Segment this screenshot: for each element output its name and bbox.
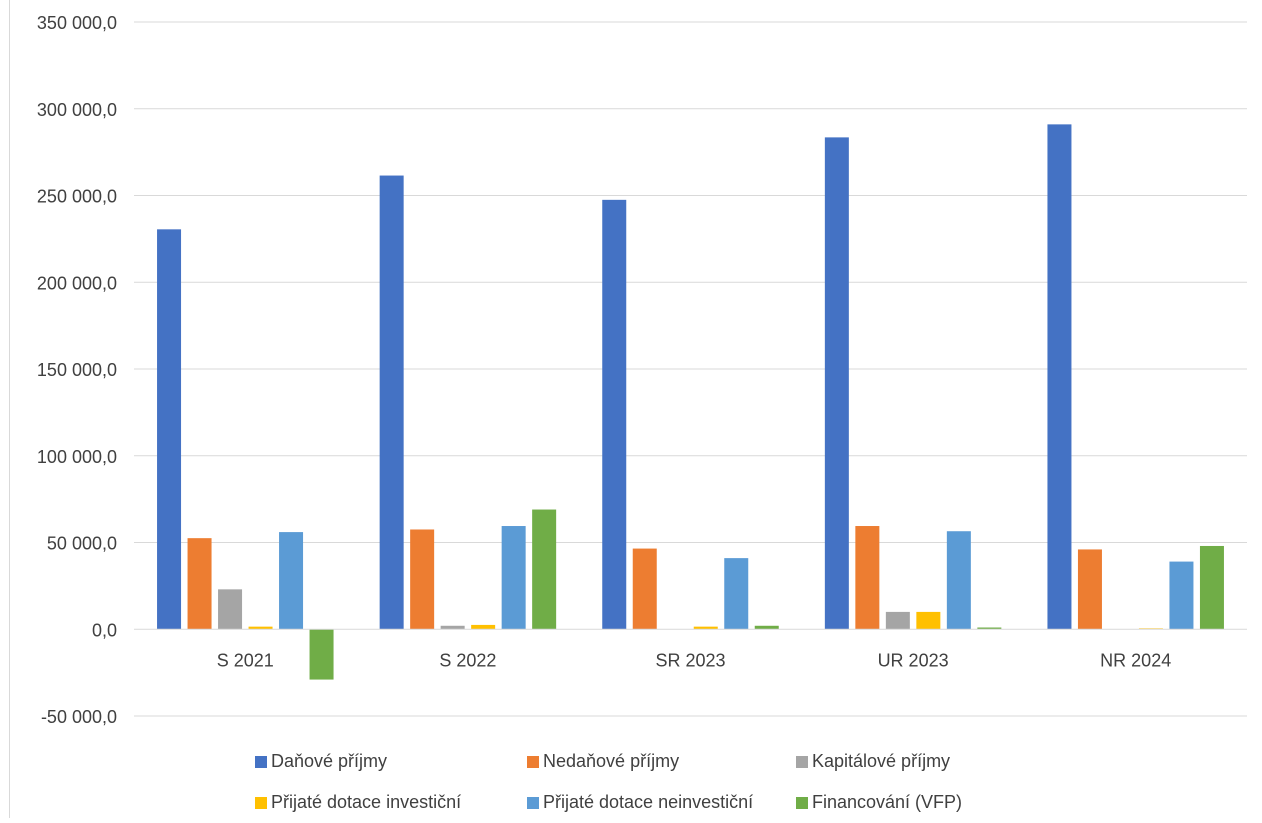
bar-6-1: [310, 629, 334, 679]
x-tick-label: SR 2023: [655, 650, 725, 670]
bars: [157, 124, 1224, 679]
bar-5-2: [502, 526, 526, 629]
legend-label-2: Nedaňové příjmy: [543, 751, 679, 771]
legend: Daňové příjmy Nedaňové příjmy Kapitálové p…: [255, 751, 962, 812]
bar-3-1: [218, 589, 242, 629]
legend-swatch-5: [527, 797, 539, 809]
bar-1-3: [602, 200, 626, 629]
bar-1-1: [157, 229, 181, 629]
y-axis-tick-labels: 350 000,0 300 000,0 250 000,0 200 000,0 150 …: [37, 13, 117, 727]
legend-label-6: Financování (VFP): [812, 792, 962, 812]
y-tick-label: 50 000,0: [47, 534, 117, 554]
bar-4-4: [916, 612, 940, 629]
y-tick-label: 0,0: [92, 620, 117, 640]
bar-5-5: [1169, 562, 1193, 630]
bar-1-5: [1047, 124, 1071, 629]
legend-swatch-3: [796, 756, 808, 768]
bar-5-1: [279, 532, 303, 629]
bar-6-2: [532, 510, 556, 630]
bar-3-2: [441, 626, 465, 629]
bar-2-3: [633, 549, 657, 630]
legend-swatch-6: [796, 797, 808, 809]
x-tick-label: S 2022: [439, 650, 496, 670]
bar-2-5: [1078, 549, 1102, 629]
y-tick-label: 250 000,0: [37, 187, 117, 207]
x-tick-label: NR 2024: [1100, 650, 1171, 670]
legend-label-5: Přijaté dotace neinvestiční: [543, 792, 753, 812]
bar-1-4: [825, 137, 849, 629]
legend-label-4: Přijaté dotace investiční: [271, 792, 461, 812]
y-tick-label: 300 000,0: [37, 100, 117, 120]
x-axis-tick-labels: S 2021 S 2022 SR 2023 UR 2023 NR 2024: [217, 650, 1171, 670]
x-tick-label: UR 2023: [878, 650, 949, 670]
y-tick-label: 200 000,0: [37, 273, 117, 293]
bar-2-1: [188, 538, 212, 629]
y-tick-label: 350 000,0: [37, 13, 117, 33]
legend-label-1: Daňové příjmy: [271, 751, 387, 771]
x-tick-label: S 2021: [217, 650, 274, 670]
bar-5-4: [947, 531, 971, 629]
legend-swatch-1: [255, 756, 267, 768]
y-tick-label: 100 000,0: [37, 447, 117, 467]
bar-5-3: [724, 558, 748, 629]
y-tick-label: 150 000,0: [37, 360, 117, 380]
bar-6-5: [1200, 546, 1224, 629]
legend-label-3: Kapitálové příjmy: [812, 751, 950, 771]
bar-6-3: [755, 626, 779, 629]
y-tick-label: -50 000,0: [41, 707, 117, 727]
bar-3-4: [886, 612, 910, 629]
bar-2-2: [410, 529, 434, 629]
legend-swatch-2: [527, 756, 539, 768]
bar-1-2: [380, 176, 404, 630]
bar-2-4: [855, 526, 879, 629]
bar-4-2: [471, 625, 495, 629]
legend-swatch-4: [255, 797, 267, 809]
